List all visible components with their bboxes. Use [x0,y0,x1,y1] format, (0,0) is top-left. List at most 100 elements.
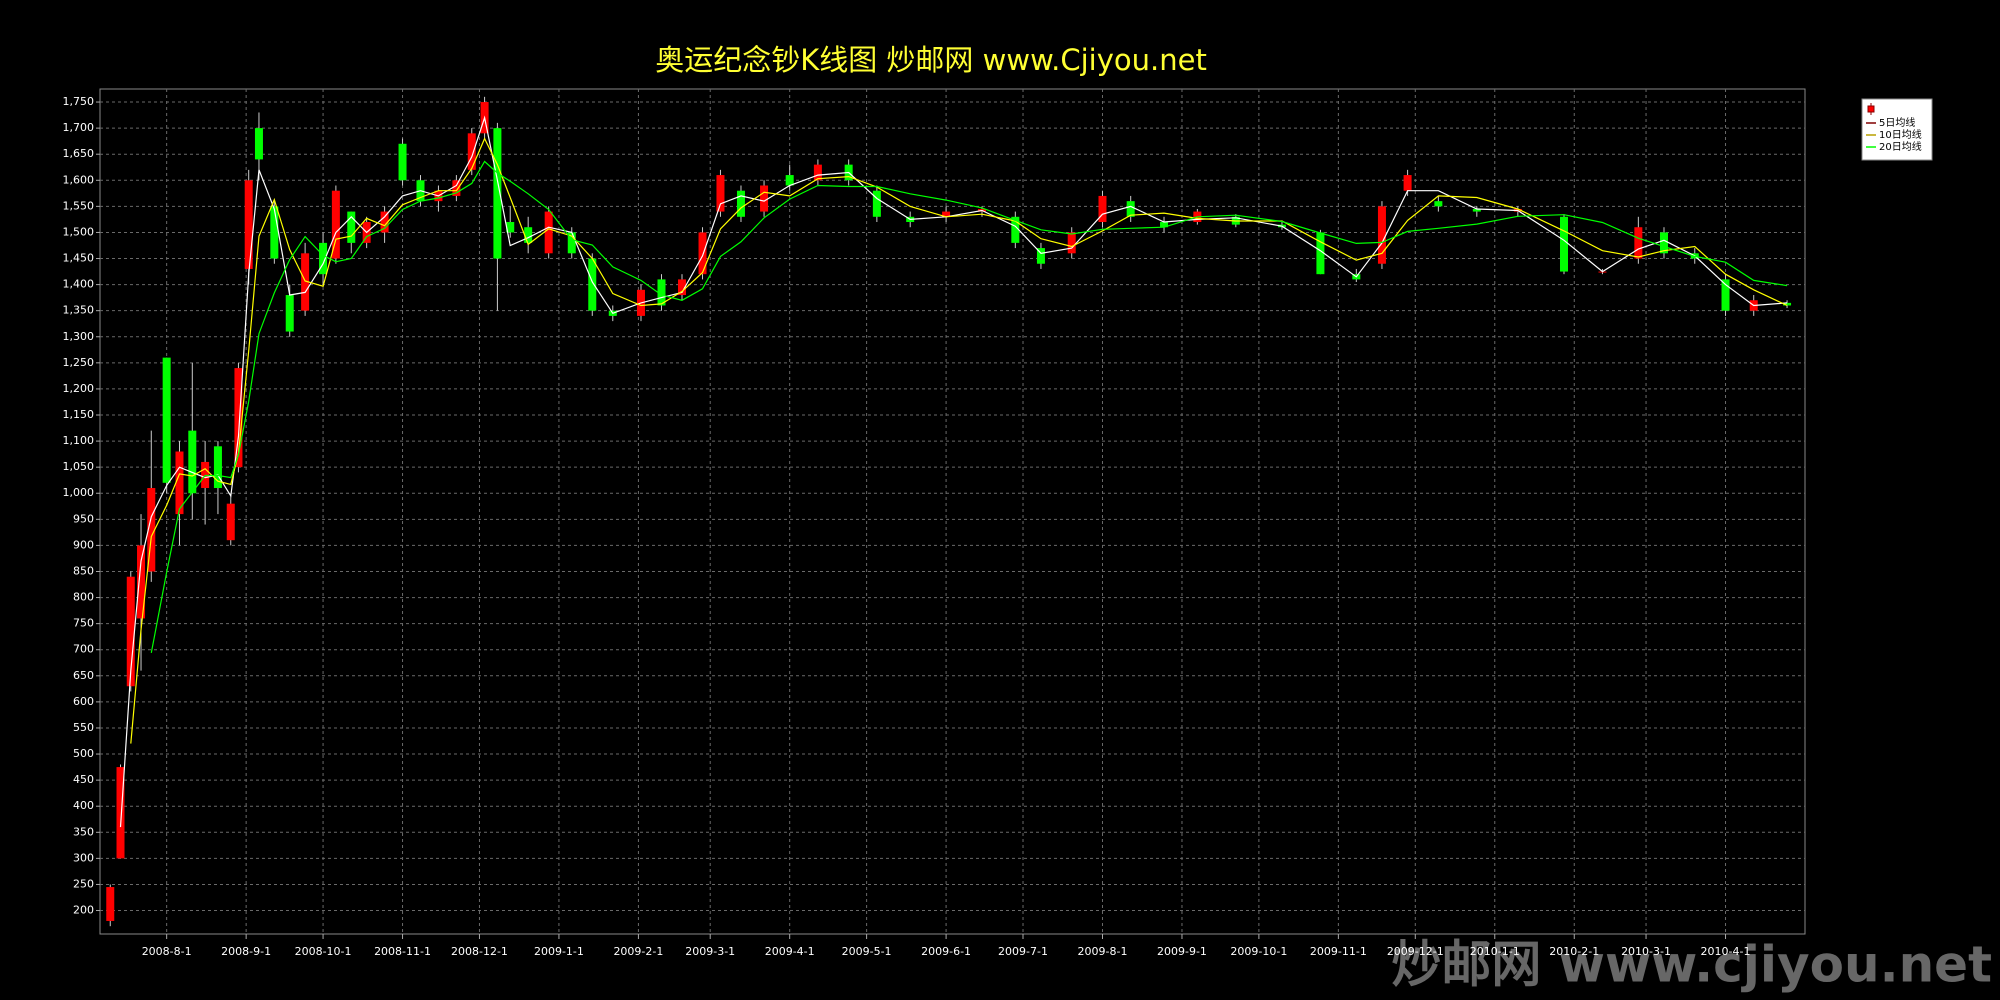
y-tick-label: 1,750 [63,95,95,108]
x-tick-label: 2008-12-1 [451,945,508,958]
candle-body [116,767,125,859]
y-tick-label: 550 [73,721,94,734]
candle-body [544,211,553,254]
candle-body [1067,232,1076,254]
y-tick-label: 800 [73,591,94,604]
y-tick-label: 850 [73,564,94,577]
x-tick-label: 2010-3-1 [1621,945,1671,958]
x-tick-label: 2010-2-1 [1549,945,1599,958]
candle-body [137,545,146,619]
x-tick-label: 2009-3-1 [685,945,735,958]
y-tick-label: 1,600 [63,173,95,186]
candle-body [1036,248,1045,264]
watermark: 炒邮网 www.cjiyou.net [1391,936,1992,994]
candle-body [1434,201,1443,207]
chart-title: 奥运纪念钞K线图 炒邮网 www.Cjiyou.net [655,43,1207,77]
candles [106,96,1792,927]
y-tick-label: 250 [73,877,94,890]
candle-body [1634,227,1643,259]
candle-body [270,206,279,259]
candle-body [244,180,253,269]
y-tick-label: 200 [73,904,94,917]
x-tick-label: 2008-11-1 [374,945,431,958]
y-tick-label: 1,650 [63,147,95,160]
y-tick-label: 1,700 [63,121,95,134]
candle-body [493,128,502,259]
y-tick-label: 1,450 [63,252,95,265]
candle-body [162,357,171,483]
candle-body [1721,279,1730,311]
y-tick-label: 950 [73,512,94,525]
x-tick-label: 2010-4-1 [1701,945,1751,958]
candle-body [380,211,389,233]
candle-body [785,175,794,186]
candle-body [175,451,184,515]
candle-body [942,211,951,217]
candle-body [567,232,576,254]
candle-body [147,488,156,572]
candle-body [1160,222,1169,228]
x-tick-label: 2009-7-1 [998,945,1048,958]
x-tick-label: 2009-9-1 [1157,945,1207,958]
candle-body [285,295,294,332]
ma-line [150,160,1788,654]
candle-body [188,430,197,494]
candle-body [736,190,745,217]
ma-line [130,137,1788,744]
candle-body [1559,216,1568,272]
y-tick-label: 900 [73,538,94,551]
legend-label: 10日均线 [1879,128,1922,141]
legend-label: 5日均线 [1879,116,1915,129]
candle-body [226,503,235,541]
candle-body [1011,216,1020,243]
x-tick-label: 2009-12-1 [1387,945,1444,958]
x-tick-label: 2008-10-1 [295,945,352,958]
candle-body [678,279,687,296]
candle-body [1472,208,1481,212]
candle-body [301,253,310,311]
x-tick-label: 2008-8-1 [142,945,192,958]
y-tick-label: 1,150 [63,408,95,421]
y-tick-label: 1,400 [63,278,95,291]
candle-body [213,446,222,489]
candle-body [452,180,461,196]
candle-body [1126,201,1135,217]
y-tick-label: 1,050 [63,460,95,473]
y-tick-label: 750 [73,617,94,630]
x-tick-label: 2009-1-1 [534,945,584,958]
x-tick-label: 2009-2-1 [613,945,663,958]
candle-body [106,887,115,921]
x-tick-label: 2009-5-1 [842,945,892,958]
ma-line [119,115,1788,828]
y-tick-label: 1,350 [63,304,95,317]
candle-body [331,190,340,259]
legend-label: 20日均线 [1879,140,1922,153]
candle-body [588,258,597,311]
candle-body [1659,232,1668,254]
y-tick-label: 400 [73,799,94,812]
y-tick-label: 1,000 [63,486,95,499]
y-tick-label: 1,200 [63,382,95,395]
candle-body [1316,232,1325,275]
candle-body [1783,302,1792,306]
candle-body [319,242,328,275]
candle-body [234,368,243,468]
y-tick-label: 1,550 [63,199,95,212]
x-tick-label: 2009-4-1 [765,945,815,958]
x-tick-label: 2009-6-1 [921,945,971,958]
y-tick-label: 1,300 [63,330,95,343]
legend-candle [1867,105,1875,113]
y-tick-label: 1,500 [63,225,95,238]
x-tick-label: 2009-10-1 [1230,945,1287,958]
candle-body [872,190,881,217]
candle-body [813,164,822,181]
x-tick-label: 2009-11-1 [1310,945,1367,958]
candle-body [467,133,476,170]
y-tick-label: 300 [73,851,94,864]
candle-body [760,185,769,212]
y-tick-label: 450 [73,773,94,786]
y-tick-label: 600 [73,695,94,708]
x-tick-label: 2008-9-1 [221,945,271,958]
